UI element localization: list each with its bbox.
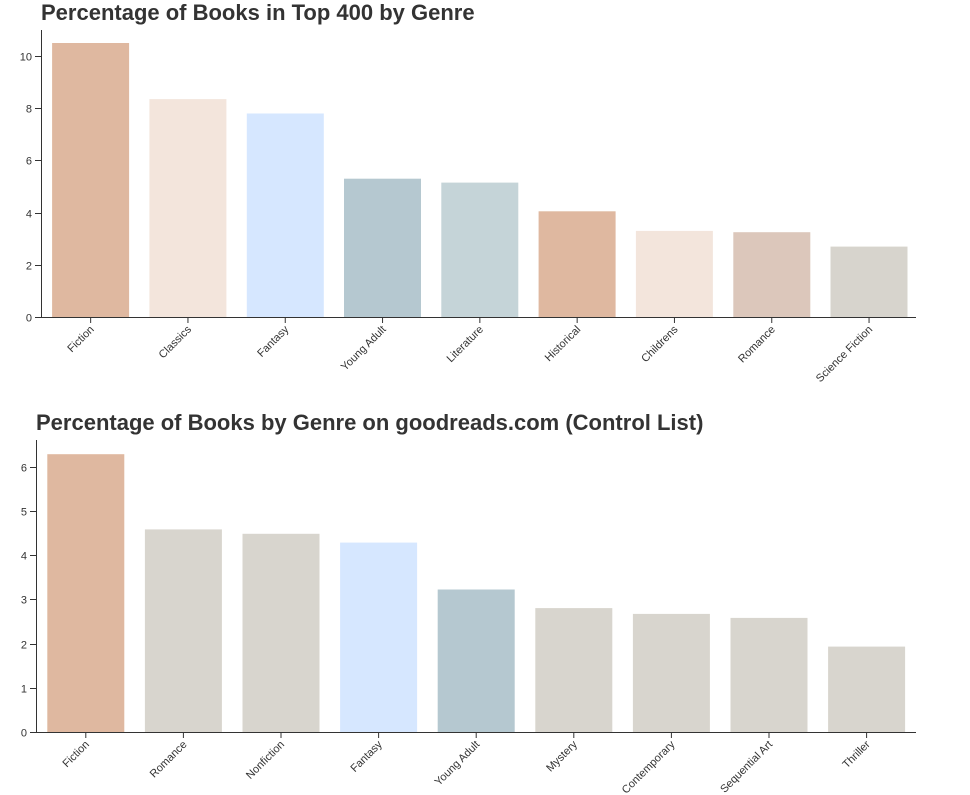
bar-classics bbox=[149, 99, 227, 317]
chart-top-400: 0 2 4 6 8 10 Fiction Classics Fantasy Young Adult… bbox=[0, 0, 970, 395]
x-tick-label: Young Adult bbox=[433, 739, 483, 789]
x-tick-label: Fiction bbox=[61, 739, 92, 770]
x-tick-label: Fantasy bbox=[255, 323, 292, 360]
bar-science-fiction bbox=[830, 246, 908, 317]
x-tick-label: Nonfiction bbox=[244, 739, 287, 782]
y-tick-label: 10 bbox=[20, 52, 32, 64]
bar-fantasy bbox=[340, 542, 418, 732]
bar-fantasy bbox=[246, 113, 324, 317]
y-tick-label: 8 bbox=[26, 104, 32, 116]
chart-title: Percentage of Books by Genre on goodread… bbox=[36, 410, 704, 435]
x-tick-label: Romance bbox=[148, 739, 190, 781]
y-tick-label: 0 bbox=[26, 313, 32, 325]
bar-thriller bbox=[828, 646, 906, 732]
bar-young-adult bbox=[437, 589, 515, 732]
y-tick-label: 1 bbox=[21, 684, 27, 696]
x-tick-label: Mystery bbox=[544, 738, 580, 774]
x-tick-label: Classics bbox=[157, 323, 195, 361]
bar-young-adult bbox=[344, 178, 421, 317]
x-tick-label: Fantasy bbox=[349, 738, 386, 775]
bar-fiction bbox=[47, 454, 125, 732]
y-tick-label: 4 bbox=[26, 209, 32, 221]
x-tick-label: Thriller bbox=[840, 738, 872, 770]
x-tick-label: Fiction bbox=[65, 324, 96, 355]
y-tick-label: 6 bbox=[21, 463, 27, 475]
bar-childrens bbox=[635, 230, 713, 317]
x-tick-label: Young Adult bbox=[339, 324, 389, 374]
x-tick-label: Contemporary bbox=[620, 738, 678, 795]
bar-romance bbox=[144, 529, 222, 732]
x-tick-label: Science Fiction bbox=[814, 324, 875, 385]
x-tick-label: Sequential Art bbox=[718, 739, 775, 795]
y-tick-label: 2 bbox=[26, 261, 32, 273]
y-tick-label: 6 bbox=[26, 156, 32, 168]
bar-mystery bbox=[535, 608, 613, 732]
bar-sequential-art bbox=[730, 617, 808, 732]
y-tick-label: 0 bbox=[21, 728, 27, 740]
x-tick-label: Literature bbox=[445, 324, 486, 365]
x-tick-label: Childrens bbox=[639, 323, 681, 365]
bar-historical bbox=[538, 211, 616, 317]
bar-literature bbox=[441, 182, 519, 317]
chart-goodreads-control-plot: 0 1 2 3 4 5 6 Fiction Romance Nonfiction Fantasy Yo… bbox=[21, 440, 916, 795]
chart-title: Percentage of Books in Top 400 by Genre bbox=[41, 0, 475, 25]
y-tick-label: 5 bbox=[21, 507, 27, 519]
y-tick-label: 2 bbox=[21, 640, 27, 652]
bar-fiction bbox=[52, 43, 130, 317]
bar-nonfiction bbox=[242, 533, 320, 732]
chart-goodreads-control: 0 1 2 3 4 5 6 Fiction Romance Nonfiction Fantasy Yo… bbox=[0, 400, 970, 795]
bar-contemporary bbox=[632, 613, 710, 732]
y-tick-label: 3 bbox=[21, 595, 27, 607]
x-tick-label: Historical bbox=[543, 324, 583, 364]
y-tick-label: 4 bbox=[21, 551, 27, 563]
bar-romance bbox=[733, 232, 811, 317]
x-tick-label: Romance bbox=[736, 324, 778, 366]
chart-top-400-plot: 0 2 4 6 8 10 Fiction Classics Fantasy Young Adult… bbox=[20, 30, 916, 385]
